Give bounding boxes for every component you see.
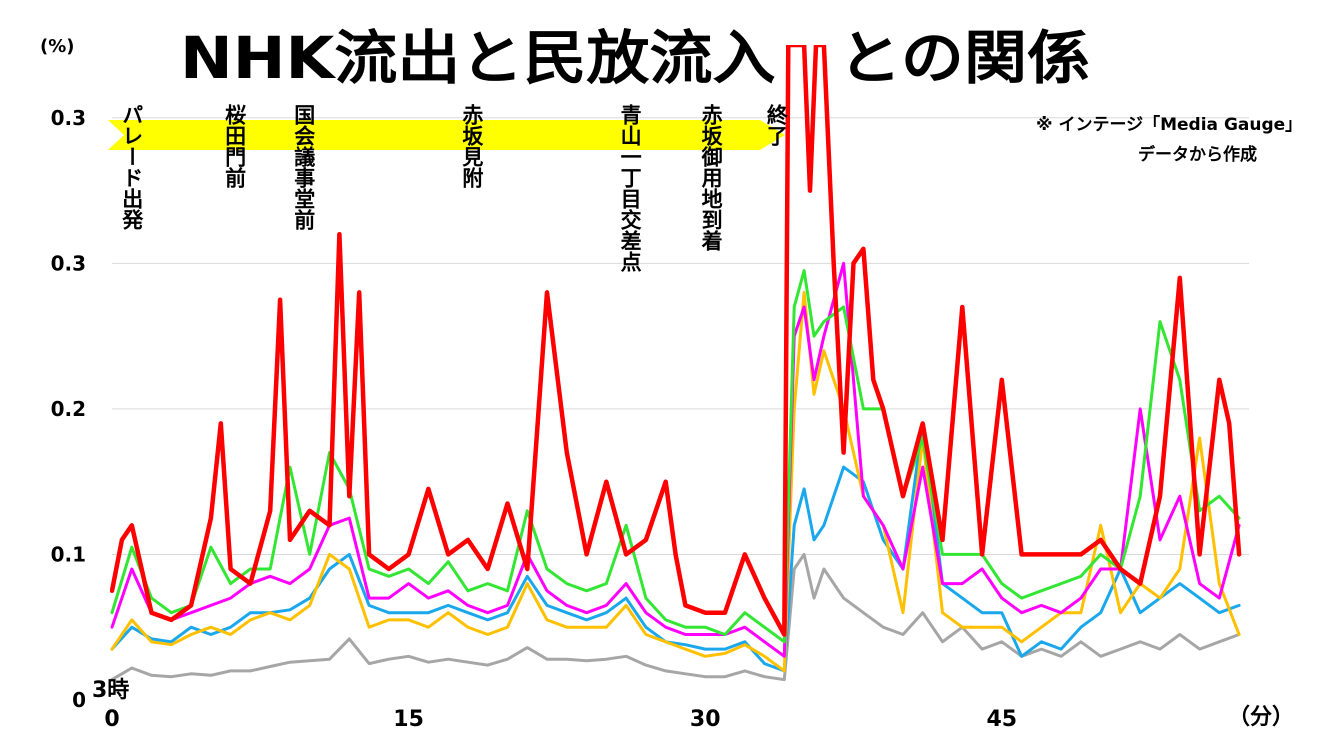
timeline-arrow-shape <box>108 120 785 150</box>
y-tick-label: 0.2 <box>51 397 86 421</box>
y-tick-label: 0 <box>72 688 86 712</box>
source-note-line-1: ※ インテージ「Media Gauge」 <box>1036 114 1302 135</box>
y-axis-ticks: 0 0.1 0.2 0.3 0.3 <box>51 106 86 712</box>
timeline-event-label: 桜田門前 <box>223 103 247 188</box>
start-time-label: 3時 <box>92 678 129 703</box>
timeline-event-label: 赤坂見附 <box>460 104 484 188</box>
x-axis-ticks: 0 15 30 45 <box>104 707 1017 732</box>
series-line-3 <box>110 290 1241 673</box>
series-lines <box>110 45 1242 682</box>
x-tick-label: 45 <box>987 707 1018 732</box>
series-line-2 <box>110 421 1241 673</box>
timeline-event-label: 青山一丁目交差点 <box>618 104 642 273</box>
timeline-events: パレード出発 桜田門前 国会議事堂前 赤坂見附 青山一丁目交差点 赤坂御用地到着 終了 <box>120 103 789 273</box>
x-tick-label: 30 <box>690 707 721 732</box>
timeline-event-label: 国会議事堂前 <box>292 104 316 230</box>
timeline-event-label: パレード出発 <box>120 104 145 231</box>
y-tick-label: 0.3 <box>51 106 86 130</box>
y-tick-label: 0.1 <box>51 542 86 566</box>
x-tick-label: 0 <box>104 707 119 732</box>
x-axis-label: （分） <box>1228 705 1294 730</box>
chart-title: NHK流出と民放流入 との関係 <box>180 24 1090 92</box>
series-line-6 <box>110 45 1242 637</box>
source-note-line-2: データから作成 <box>1138 144 1257 165</box>
x-tick-label: 15 <box>393 707 424 732</box>
y-tick-label: 0.3 <box>51 251 86 275</box>
series-line-5 <box>110 269 1241 644</box>
series-line-1 <box>110 552 1241 682</box>
series-line-4 <box>110 261 1241 658</box>
timeline-arrow <box>108 120 785 150</box>
timeline-event-label: 赤坂御用地到着 <box>699 104 724 252</box>
y-axis-label: (%) <box>40 36 75 57</box>
timeline-event-label: 終了 <box>764 103 788 146</box>
